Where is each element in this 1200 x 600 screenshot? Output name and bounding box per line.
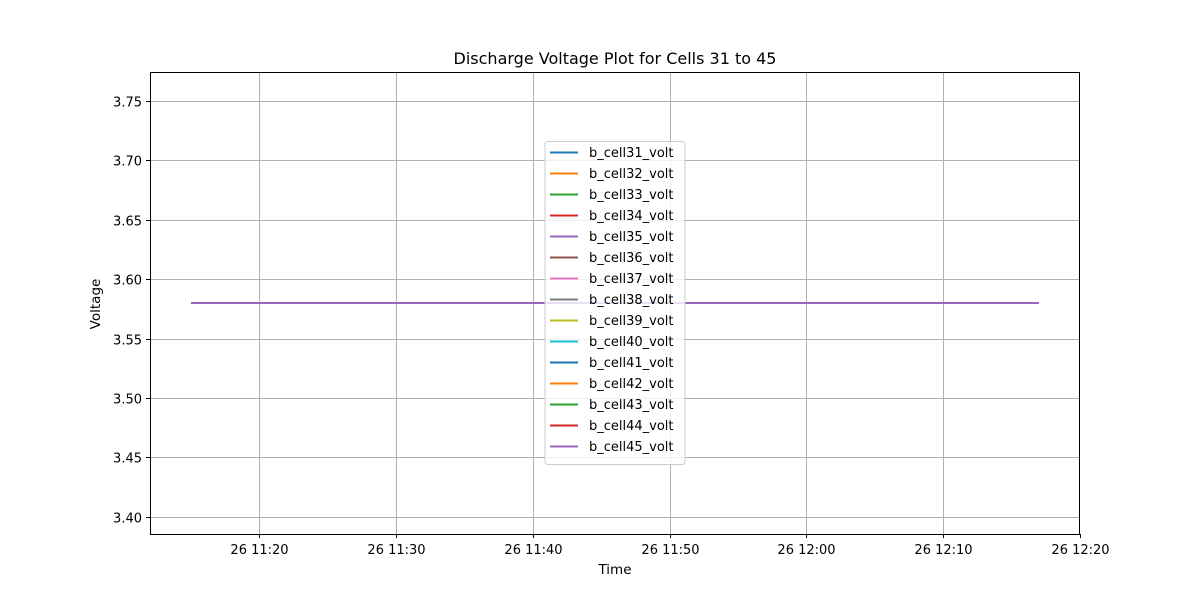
x-tick-label: 26 12:00: [777, 543, 835, 558]
y-axis-label: Voltage: [88, 279, 104, 330]
y-tick-label: 3.55: [113, 334, 142, 349]
x-tick-label: 26 11:20: [230, 543, 288, 558]
legend-label: b_cell39_volt: [589, 314, 674, 329]
legend-box: [544, 141, 686, 465]
legend-label: b_cell45_volt: [589, 440, 674, 455]
x-axis: 26 11:20 26 11:30 26 11:40 26 11:50 26 12:00…: [230, 534, 1110, 558]
y-tick-label: 3.40: [113, 512, 142, 527]
legend-label: b_cell37_volt: [589, 272, 674, 287]
y-axis: 3.40 3.45 3.50 3.55 3.60 3.65 3.70 3.75: [113, 96, 150, 527]
legend-label: b_cell44_volt: [589, 419, 674, 434]
legend-label: b_cell40_volt: [589, 335, 674, 350]
legend-label: b_cell36_volt: [589, 251, 674, 266]
legend-label: b_cell31_volt: [589, 146, 674, 161]
y-tick-label: 3.75: [113, 96, 142, 111]
legend-label: b_cell33_volt: [589, 188, 674, 203]
x-tick-label: 26 11:40: [504, 543, 562, 558]
y-tick-label: 3.70: [113, 155, 142, 170]
legend-label: b_cell38_volt: [589, 293, 674, 308]
legend-label: b_cell42_volt: [589, 377, 674, 392]
x-tick-label: 26 11:50: [641, 543, 699, 558]
x-tick-label: 26 12:10: [914, 543, 972, 558]
y-tick-label: 3.65: [113, 215, 142, 230]
legend-label: b_cell35_volt: [589, 230, 674, 245]
y-tick-label: 3.45: [113, 452, 142, 467]
legend: b_cell31_volt b_cell32_volt b_cell33_voltb…: [544, 141, 686, 465]
legend-label: b_cell32_volt: [589, 167, 674, 182]
legend-label: b_cell41_volt: [589, 356, 674, 371]
y-tick-label: 3.60: [113, 274, 142, 289]
x-tick-label: 26 12:20: [1051, 543, 1109, 558]
plot-frame: [150, 72, 1080, 535]
x-tick-label: 26 11:30: [367, 543, 425, 558]
x-axis-label: Time: [597, 562, 631, 578]
y-tick-label: 3.50: [113, 393, 142, 408]
chart-title: Discharge Voltage Plot for Cells 31 to 4…: [454, 49, 777, 68]
legend-label: b_cell34_volt: [589, 209, 674, 224]
legend-label: b_cell43_volt: [589, 398, 674, 413]
